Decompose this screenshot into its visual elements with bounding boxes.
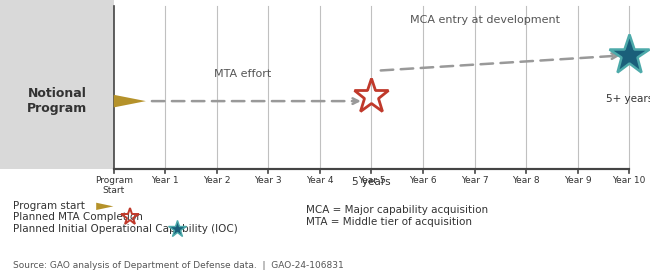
Bar	[0, 0, 114, 169]
Text: MCA = Major capability acquisition: MCA = Major capability acquisition	[306, 205, 488, 215]
Text: Year 1: Year 1	[151, 176, 179, 185]
Text: Year 3: Year 3	[255, 176, 282, 185]
Text: Year 9: Year 9	[564, 176, 592, 185]
Text: 5+ years: 5+ years	[606, 94, 650, 104]
Text: Year 10: Year 10	[612, 176, 646, 185]
Text: Planned MTA Completion: Planned MTA Completion	[13, 212, 143, 222]
Polygon shape	[114, 95, 146, 107]
Text: Source: GAO analysis of Department of Defense data.  |  GAO-24-106831: Source: GAO analysis of Department of De…	[13, 261, 344, 270]
Text: MTA effort: MTA effort	[214, 69, 271, 79]
Text: Year 5: Year 5	[358, 176, 385, 185]
Text: Year 8: Year 8	[512, 176, 540, 185]
Text: Program
Start: Program Start	[95, 176, 133, 195]
Text: Year 2: Year 2	[203, 176, 231, 185]
Text: Program start: Program start	[13, 201, 85, 211]
Text: Planned Initial Operational Capability (IOC): Planned Initial Operational Capability (…	[13, 224, 238, 234]
Text: 5 years: 5 years	[352, 177, 391, 187]
Text: MTA = Middle tier of acquisition: MTA = Middle tier of acquisition	[306, 217, 471, 227]
Text: Year 4: Year 4	[306, 176, 333, 185]
Polygon shape	[96, 203, 113, 210]
Text: MCA entry at development: MCA entry at development	[410, 15, 560, 25]
Text: Year 7: Year 7	[461, 176, 488, 185]
Text: Year 6: Year 6	[410, 176, 437, 185]
Text: Notional
Program: Notional Program	[27, 87, 87, 115]
